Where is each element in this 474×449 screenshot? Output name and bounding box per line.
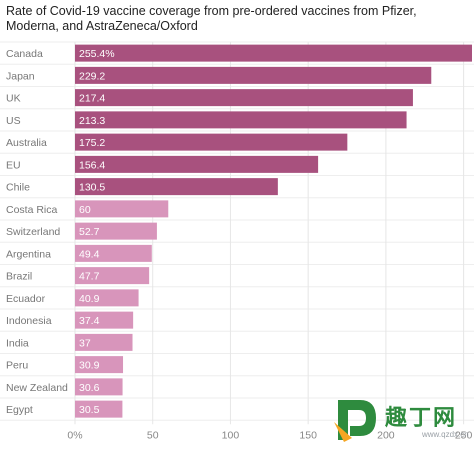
value-label: 30.9	[79, 360, 100, 372]
bar	[75, 178, 278, 196]
bar	[75, 378, 123, 396]
value-label: 60	[79, 204, 91, 216]
x-tick-label: 50	[147, 429, 159, 441]
value-label: 40.9	[79, 293, 100, 305]
bar	[75, 400, 123, 418]
category-label: Switzerland	[6, 226, 60, 238]
value-label: 37.4	[79, 315, 100, 327]
value-label: 52.7	[79, 226, 100, 238]
value-label: 130.5	[79, 182, 105, 194]
bar	[75, 333, 133, 351]
watermark-url: www.qzdx.cn	[422, 430, 469, 439]
category-label: Costa Rica	[6, 204, 58, 216]
category-label: India	[6, 337, 29, 349]
bar	[75, 155, 319, 173]
bar	[75, 66, 432, 84]
value-label: 47.7	[79, 271, 100, 283]
bar	[75, 44, 472, 62]
bar	[75, 222, 157, 240]
category-label: Peru	[6, 360, 28, 372]
value-label: 49.4	[79, 248, 100, 260]
value-label: 30.5	[79, 404, 100, 416]
category-label: Brazil	[6, 271, 32, 283]
x-tick-label: 100	[222, 429, 240, 441]
category-label: US	[6, 115, 21, 127]
bar	[75, 311, 134, 329]
value-label: 229.2	[79, 70, 105, 82]
value-label: 213.3	[79, 115, 105, 127]
bar	[75, 89, 413, 107]
category-label: Argentina	[6, 248, 51, 260]
x-tick-label: 0%	[67, 429, 82, 441]
value-label: 30.6	[79, 382, 100, 394]
value-label: 255.4%	[79, 48, 115, 60]
bar	[75, 267, 150, 285]
bar	[75, 133, 348, 151]
watermark: 趣丁网 www.qzdx.cn	[330, 392, 472, 448]
x-tick-label: 250	[455, 429, 473, 441]
category-label: Australia	[6, 137, 47, 149]
category-label: Japan	[6, 70, 35, 82]
value-label: 37	[79, 337, 91, 349]
category-label: EU	[6, 159, 21, 171]
category-label: Ecuador	[6, 293, 46, 305]
category-label: New Zealand	[6, 382, 68, 394]
x-tick-label: 150	[299, 429, 317, 441]
bar	[75, 244, 152, 262]
x-tick-label: 200	[377, 429, 395, 441]
bar	[75, 289, 139, 307]
category-label: UK	[6, 93, 21, 105]
bar	[75, 356, 124, 374]
value-label: 217.4	[79, 93, 105, 105]
category-label: Chile	[6, 182, 30, 194]
bar	[75, 200, 169, 218]
value-label: 156.4	[79, 159, 105, 171]
category-label: Egypt	[6, 404, 33, 416]
bar	[75, 111, 407, 129]
watermark-text: 趣丁网	[385, 405, 458, 431]
watermark-logo-icon	[334, 400, 376, 442]
value-label: 175.2	[79, 137, 105, 149]
category-label: Canada	[6, 48, 43, 60]
category-label: Indonesia	[6, 315, 52, 327]
chart-title: Rate of Covid-19 vaccine coverage from p…	[6, 4, 417, 33]
